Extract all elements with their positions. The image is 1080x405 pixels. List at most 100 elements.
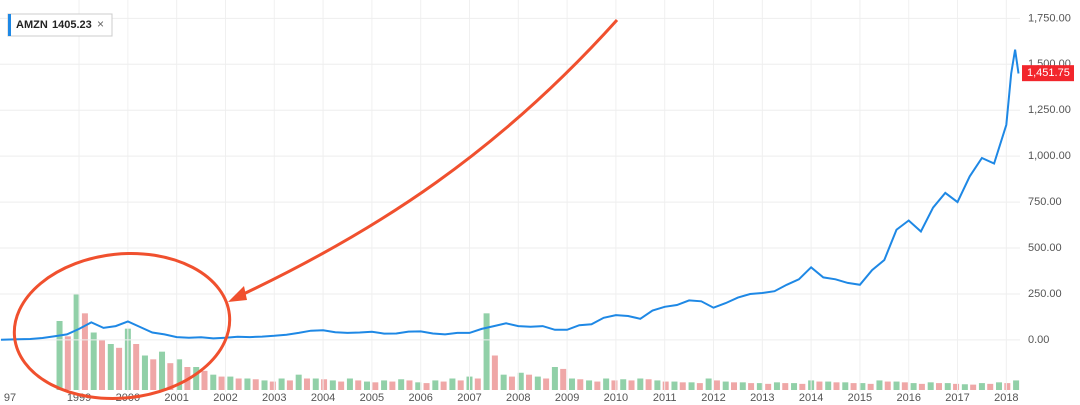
volume-bar [261,380,268,390]
volume-bar [252,379,259,390]
volume-bar [859,383,866,390]
volume-bar [150,359,157,390]
volume-bar [842,382,849,390]
volume-bar [415,382,422,390]
x-tick-label: 2007 [457,392,481,404]
x-tick-label: 2012 [701,392,725,404]
volume-bar [321,379,328,390]
volume-bar [491,355,498,390]
volume-bar [893,381,900,390]
volume-bar [312,378,319,390]
x-tick-label: 2017 [945,392,969,404]
y-tick-label: 750.00 [1028,196,1062,208]
volume-bar [586,380,593,390]
volume-bar [423,383,430,390]
volume-bar [99,340,105,390]
x-tick-label: 2008 [506,392,530,404]
volume-bar [611,380,618,390]
volume-bar [654,380,661,390]
x-tick-label: 2003 [262,392,286,404]
volume-bar [731,382,738,390]
volume-bar [594,381,601,390]
legend-value: 1405.23 [52,19,92,31]
volume-bar [935,383,942,390]
volume-bar [679,382,686,390]
volume-bar [662,381,669,390]
volume-bar [773,382,780,390]
x-tick-label: 2004 [311,392,335,404]
y-tick-label: 500.00 [1028,242,1062,254]
volume-bar [620,379,627,390]
volume-bar [432,380,439,390]
volume-bar [278,378,285,390]
x-tick-label: 2010 [604,392,628,404]
volume-bar [850,383,857,390]
volume-bar [970,384,977,390]
x-tick-label: 2006 [408,392,432,404]
volume-bar [918,383,925,390]
y-tick-label: 250.00 [1028,288,1062,300]
volume-bar [56,321,63,390]
volume-bar [329,380,336,390]
legend-close[interactable]: × [97,17,104,31]
volume-bar [286,380,293,390]
x-tick-label: 2016 [896,392,920,404]
volume-bar [833,382,840,390]
volume-bar [901,382,908,390]
last-price-tag [1022,65,1074,82]
x-tick-label: 2005 [360,392,384,404]
volume-bar [825,381,832,390]
volume-bar [671,381,678,390]
volume-bar [90,332,97,390]
volume-bar [116,347,123,390]
legend-swatch [8,14,11,36]
volume-bar [722,381,729,390]
y-tick-label: 1,750.00 [1028,12,1071,24]
volume-bar [748,383,755,390]
volume-bar [696,383,703,390]
volume-bar [944,383,951,390]
volume-bar [628,380,635,390]
volume-bar [534,376,541,390]
volume-bar [372,382,379,390]
volume-bar [508,376,515,390]
annotation-arrow [234,18,619,300]
volume-bar [346,378,353,390]
volume-bar [876,380,883,390]
x-tick-label: 2001 [164,392,188,404]
volume-bar [756,383,763,390]
volume-bar [303,378,310,390]
volume-bar [1004,383,1011,390]
x-tick-label: 2015 [848,392,872,404]
volume-bar [996,382,1003,390]
volume-bar [603,378,610,390]
volume-bar [568,378,575,390]
volume-bar [551,367,558,390]
volume-bar [73,294,80,390]
legend[interactable]: AMZN 1405.23 × [7,13,113,37]
x-tick-label: 2013 [750,392,774,404]
volume-bar [867,383,874,390]
volume-bar [167,363,174,390]
volume-bar [440,381,447,390]
volume-bar [560,368,567,390]
x-tick-label: 2009 [555,392,579,404]
volume-bar [133,344,140,390]
y-tick-label: 0.00 [1028,334,1049,346]
volume-bar [64,336,71,390]
volume-bar [543,378,550,390]
x-tick-label: 2011 [653,392,677,404]
volume-bar [107,344,114,390]
volume-bar [500,374,507,390]
y-tick-label: 1,250.00 [1028,104,1071,116]
volume-bar [517,372,524,390]
volume-bar [884,381,891,390]
volume-bar [355,380,362,390]
volume-bar [961,384,968,390]
last-price-label: 1,451.75 [1027,67,1070,79]
volume-bar [1013,380,1020,390]
price-line [0,49,1020,341]
volume-bar [577,379,584,390]
volume-bar [637,378,644,390]
